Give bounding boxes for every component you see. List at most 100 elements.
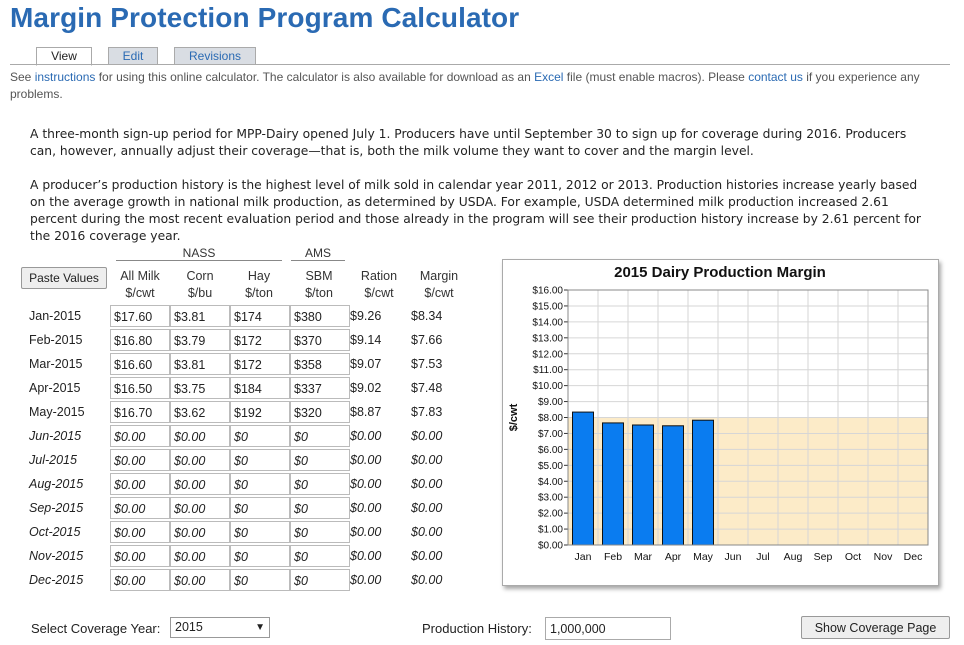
corn-input[interactable]: $0.00	[170, 497, 230, 519]
hay-input[interactable]: $0	[230, 521, 290, 543]
margin-value: $7.66	[411, 333, 443, 347]
sbm-input[interactable]: $370	[290, 329, 350, 351]
corn-input[interactable]: $3.75	[170, 377, 230, 399]
y-tick-label: $14.00	[532, 317, 563, 328]
hay-input[interactable]: $172	[230, 353, 290, 375]
y-tick-label: $11.00	[533, 365, 563, 376]
all-milk-input[interactable]: $16.70	[110, 401, 170, 423]
sbm-input[interactable]: $320	[290, 401, 350, 423]
y-tick-label: $7.00	[538, 429, 563, 440]
sbm-input[interactable]: $0	[290, 545, 350, 567]
nass-group-underline	[116, 260, 282, 261]
corn-input[interactable]: $0.00	[170, 473, 230, 495]
excel-link[interactable]: Excel	[534, 70, 564, 84]
paste-values-button[interactable]: Paste Values	[21, 267, 107, 289]
hay-input[interactable]: $174	[230, 305, 290, 327]
hay-input[interactable]: $184	[230, 377, 290, 399]
coverage-year-select[interactable]: 2015 ▼	[170, 617, 270, 638]
production-history-input[interactable]	[545, 617, 671, 640]
ams-group-header: AMS	[304, 246, 331, 260]
corn-input[interactable]: $3.79	[170, 329, 230, 351]
dropdown-arrow-icon: ▼	[255, 622, 265, 633]
sbm-input[interactable]: $0	[290, 425, 350, 447]
bar-jan	[572, 411, 594, 546]
margin-value: $0.00	[411, 501, 443, 515]
page-title: Margin Protection Program Calculator	[10, 2, 520, 33]
ration-value: $0.00	[350, 501, 382, 515]
all-milk-input[interactable]: $0.00	[110, 497, 170, 519]
margin-value: $0.00	[411, 429, 443, 443]
sbm-input[interactable]: $0	[290, 449, 350, 471]
hay-input[interactable]: $0	[230, 569, 290, 591]
sbm-input[interactable]: $0	[290, 473, 350, 495]
corn-input[interactable]: $0.00	[170, 569, 230, 591]
tab-edit[interactable]: Edit	[108, 47, 158, 65]
margin-value: $7.53	[411, 357, 443, 371]
sbm-input[interactable]: $0	[290, 497, 350, 519]
sbm-input[interactable]: $337	[290, 377, 350, 399]
table-row: Nov-2015 $0.00 $0.00 $0 $0 $0.00 $0.00	[0, 545, 480, 569]
table-row: Jun-2015 $0.00 $0.00 $0 $0 $0.00 $0.00	[0, 425, 480, 449]
column-header-line2: $/ton	[245, 286, 273, 300]
all-milk-input[interactable]: $17.60	[110, 305, 170, 327]
info-text-3: file (must enable macros). Please	[563, 70, 749, 84]
info-text: See instructions for using this online c…	[10, 69, 945, 103]
margin-value: $0.00	[411, 453, 443, 467]
ration-value: $9.07	[350, 357, 382, 371]
all-milk-input[interactable]: $0.00	[110, 545, 170, 567]
y-tick-label: $10.00	[532, 381, 563, 392]
hay-input[interactable]: $0	[230, 425, 290, 447]
column-header-all-milk: All Milk $/cwt	[110, 268, 170, 302]
tab-view[interactable]: View	[36, 47, 92, 66]
x-tick-label: Mar	[634, 551, 653, 563]
tab-revisions[interactable]: Revisions	[174, 47, 256, 65]
hay-input[interactable]: $192	[230, 401, 290, 423]
bar-may	[692, 419, 714, 546]
all-milk-input[interactable]: $0.00	[110, 473, 170, 495]
all-milk-input[interactable]: $16.60	[110, 353, 170, 375]
table-row: Aug-2015 $0.00 $0.00 $0 $0 $0.00 $0.00	[0, 473, 480, 497]
y-tick-label: $13.00	[532, 333, 563, 344]
sbm-input[interactable]: $0	[290, 569, 350, 591]
month-label: Sep-2015	[29, 501, 84, 515]
corn-input[interactable]: $3.62	[170, 401, 230, 423]
contact-us-link[interactable]: contact us	[748, 70, 803, 84]
corn-input[interactable]: $0.00	[170, 449, 230, 471]
corn-input[interactable]: $0.00	[170, 521, 230, 543]
production-history-label: Production History:	[422, 621, 532, 636]
hay-input[interactable]: $0	[230, 497, 290, 519]
sbm-input[interactable]: $358	[290, 353, 350, 375]
all-milk-input[interactable]: $0.00	[110, 425, 170, 447]
margin-value: $0.00	[411, 549, 443, 563]
corn-input[interactable]: $3.81	[170, 353, 230, 375]
column-header-line2: $/ton	[305, 286, 333, 300]
all-milk-input[interactable]: $0.00	[110, 569, 170, 591]
hay-input[interactable]: $0	[230, 545, 290, 567]
show-coverage-page-button[interactable]: Show Coverage Page	[801, 616, 950, 639]
column-header-hay: Hay $/ton	[229, 268, 289, 302]
corn-input[interactable]: $0.00	[170, 425, 230, 447]
all-milk-input[interactable]: $16.50	[110, 377, 170, 399]
corn-input[interactable]: $3.81	[170, 305, 230, 327]
column-header-line1: Ration	[360, 269, 398, 283]
margin-value: $0.00	[411, 573, 443, 587]
info-text-1: See	[10, 70, 35, 84]
bar-feb	[602, 422, 624, 546]
hay-input[interactable]: $172	[230, 329, 290, 351]
corn-input[interactable]: $0.00	[170, 545, 230, 567]
sbm-input[interactable]: $380	[290, 305, 350, 327]
hay-input[interactable]: $0	[230, 473, 290, 495]
all-milk-input[interactable]: $0.00	[110, 521, 170, 543]
month-label: Jul-2015	[29, 453, 77, 467]
margin-chart: 2015 Dairy Production Margin $0.00 $1.00 $2…	[502, 259, 939, 586]
all-milk-input[interactable]: $16.80	[110, 329, 170, 351]
table-row: Mar-2015 $16.60 $3.81 $172 $358 $9.07 $7.53	[0, 353, 480, 377]
ration-value: $0.00	[350, 453, 382, 467]
sbm-input[interactable]: $0	[290, 521, 350, 543]
margin-value: $8.34	[411, 309, 443, 323]
month-label: Jan-2015	[29, 309, 82, 323]
all-milk-input[interactable]: $0.00	[110, 449, 170, 471]
instructions-link[interactable]: instructions	[34, 70, 96, 84]
y-tick-label: $16.00	[532, 286, 563, 297]
hay-input[interactable]: $0	[230, 449, 290, 471]
